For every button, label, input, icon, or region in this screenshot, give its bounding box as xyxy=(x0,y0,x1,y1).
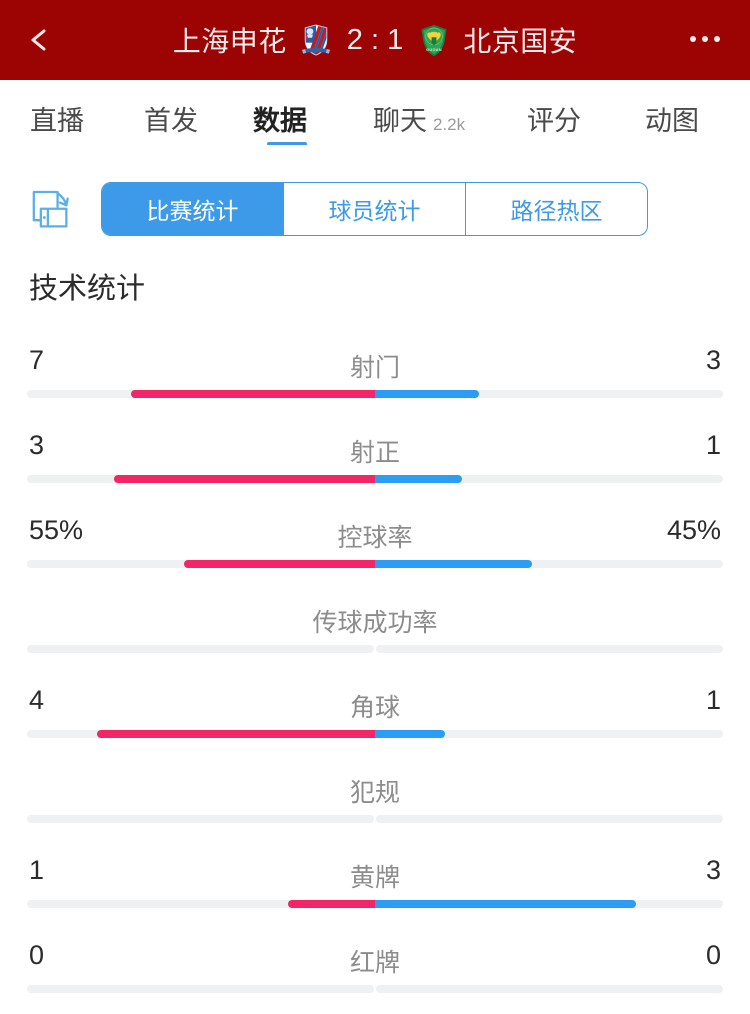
svg-text:GUOAN: GUOAN xyxy=(426,47,442,52)
